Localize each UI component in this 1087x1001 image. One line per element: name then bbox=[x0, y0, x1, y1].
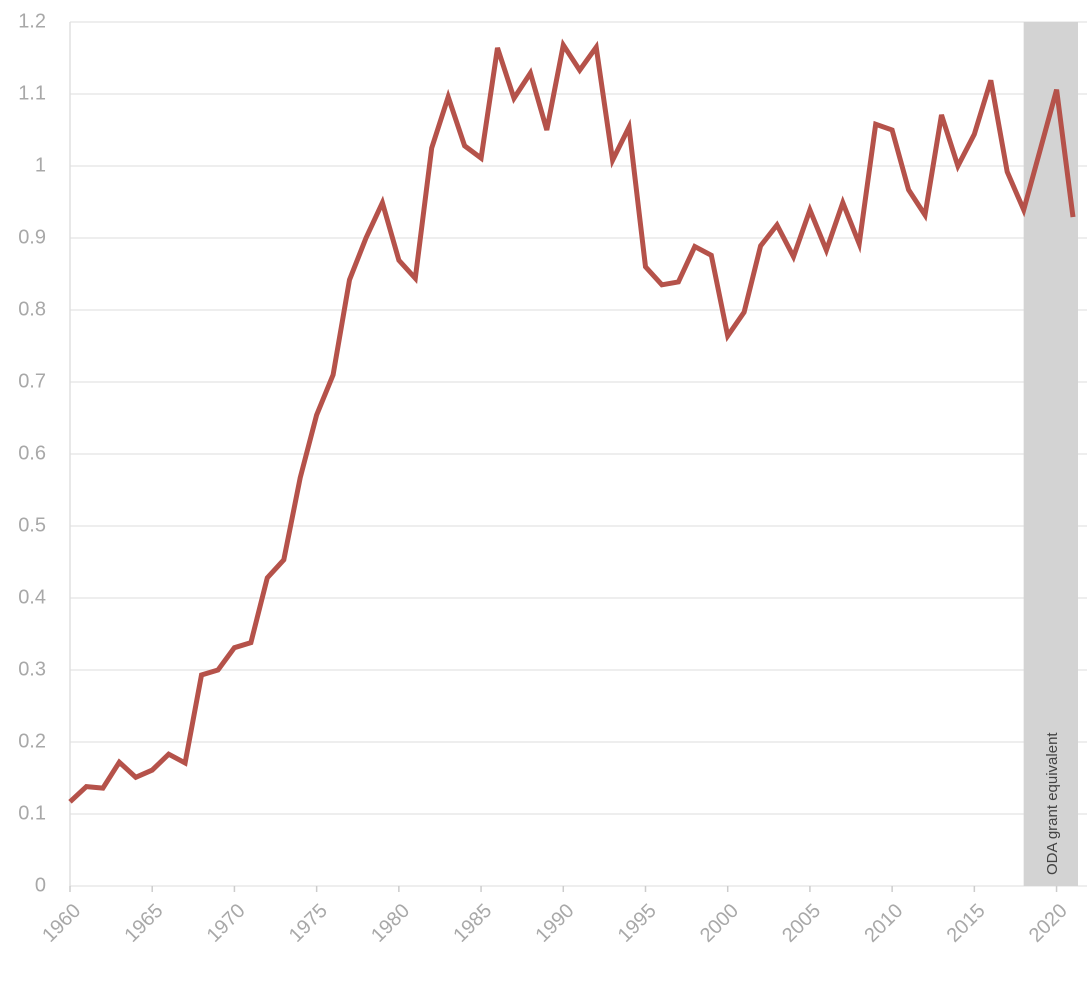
x-tick-label: 2020 bbox=[1025, 900, 1072, 947]
x-tick-label: 1985 bbox=[449, 900, 496, 947]
y-tick-label: 1.2 bbox=[18, 10, 46, 32]
shaded-region-label: ODA grant equivalent bbox=[1044, 732, 1061, 875]
x-tick-label: 2010 bbox=[860, 900, 907, 947]
y-tick-label: 0.6 bbox=[18, 442, 46, 464]
x-tick-label: 1960 bbox=[38, 900, 85, 947]
shaded-region bbox=[1023, 22, 1078, 886]
y-tick-label: 1.1 bbox=[18, 82, 46, 104]
y-tick-label: 0.9 bbox=[18, 226, 46, 248]
x-tick-label: 1965 bbox=[120, 900, 167, 947]
x-tick-label: 2000 bbox=[696, 900, 743, 947]
y-tick-label: 0.8 bbox=[18, 298, 46, 320]
data-line bbox=[68, 38, 1076, 804]
y-tick-label: 1 bbox=[35, 154, 46, 176]
y-tick-label: 0.1 bbox=[18, 802, 46, 824]
x-tick-label: 1970 bbox=[203, 900, 250, 947]
x-tick-label: 2005 bbox=[778, 900, 825, 947]
y-tick-label: 0.3 bbox=[18, 658, 46, 680]
x-tick-label: 1980 bbox=[367, 900, 414, 947]
y-tick-label: 0.4 bbox=[18, 586, 46, 608]
x-tick-label: 1990 bbox=[532, 900, 579, 947]
x-tick-label: 1975 bbox=[285, 900, 332, 947]
x-tick-label: 1995 bbox=[614, 900, 661, 947]
y-tick-label: 0.5 bbox=[18, 514, 46, 536]
x-tick-label: 2015 bbox=[943, 900, 990, 947]
y-tick-label: 0 bbox=[35, 874, 46, 896]
y-tick-label: 0.2 bbox=[18, 730, 46, 752]
y-tick-label: 0.7 bbox=[18, 370, 46, 392]
